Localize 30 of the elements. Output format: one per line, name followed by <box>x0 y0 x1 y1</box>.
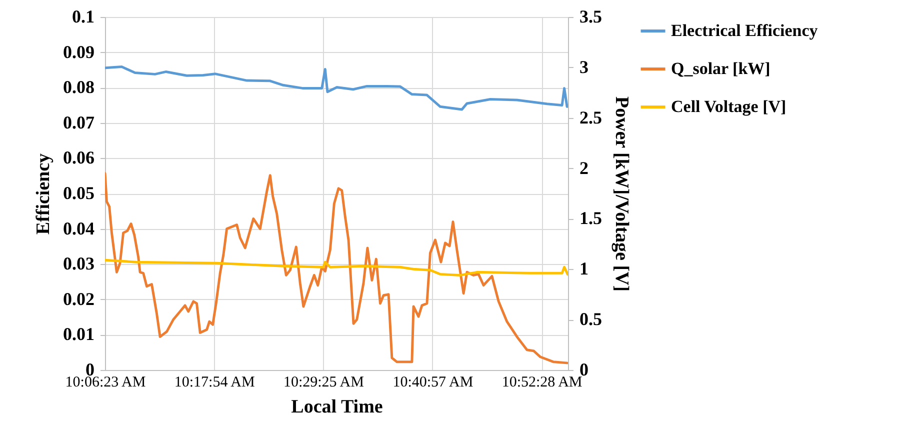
x-tick-label: 10:40:57 AM <box>392 374 474 390</box>
x-tick-label: 10:29:25 AM <box>283 374 364 390</box>
y-tick-label: 0.09 <box>63 42 94 62</box>
y-tick-label: 0.06 <box>63 148 94 168</box>
x-tick-label: 10:17:54 AM <box>174 374 255 390</box>
legend-label: Cell Voltage [V] <box>671 97 786 116</box>
y-tick-label: 0.05 <box>63 183 94 203</box>
y2-tick-label: 1.5 <box>580 208 602 228</box>
y-tick-label: 0.02 <box>63 288 94 309</box>
y2-tick-label: 3.5 <box>580 6 602 26</box>
y-tick-label: 0.03 <box>63 254 94 274</box>
y-axis-title: Efficiency <box>33 152 54 235</box>
y-tick-label: 0.04 <box>63 218 94 238</box>
y-tick-label: 0.01 <box>63 324 94 344</box>
y2-tick-label: 2.5 <box>580 107 602 128</box>
y-tick-label: 0.1 <box>72 6 94 26</box>
y2-tick-label: 2 <box>580 158 588 178</box>
line-series <box>105 172 568 364</box>
y-tick-label: 0.08 <box>63 77 94 98</box>
y2-tick-label: 0.5 <box>580 309 602 330</box>
line-series <box>105 66 568 111</box>
line-series <box>105 258 568 276</box>
legend-label: Q_solar [kW] <box>671 59 770 78</box>
y-tick-label: 0.07 <box>63 112 94 132</box>
x-tick-label: 10:52:28 AM <box>502 374 582 390</box>
legend-label: Electrical Efficiency <box>671 21 818 40</box>
y2-axis-title: Power [kW]/Voltage [V] <box>611 96 632 292</box>
y2-tick-label: 1 <box>580 258 588 279</box>
y2-tick-label: 3 <box>580 56 588 77</box>
x-axis-title: Local Time <box>291 396 383 418</box>
